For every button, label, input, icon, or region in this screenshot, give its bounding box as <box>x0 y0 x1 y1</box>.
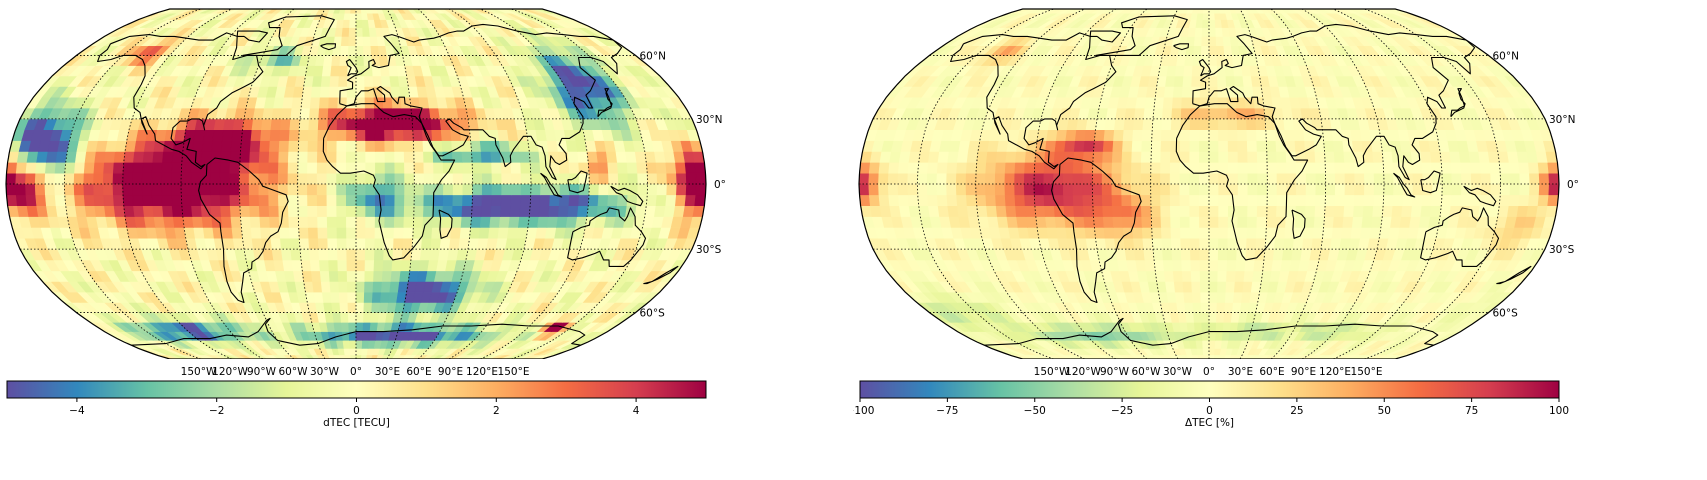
longitude-label: 120°E <box>466 366 498 378</box>
colorbar-gradient <box>860 381 1559 398</box>
latitude-label: 30°S <box>1549 244 1575 256</box>
latitude-label: 60°N <box>1493 50 1519 62</box>
longitude-label: 60°W <box>1132 366 1162 378</box>
colorbar-tick-label: 100 <box>1549 405 1569 417</box>
longitude-label: 60°W <box>279 366 309 378</box>
colorbar-tick-label: 0 <box>353 405 360 417</box>
colorbar-gradient <box>7 381 706 398</box>
latitude-label: 0° <box>714 179 726 191</box>
longitude-label: 90°W <box>1100 366 1130 378</box>
longitude-label: 30°W <box>1163 366 1193 378</box>
longitude-label: 120°W <box>1065 366 1101 378</box>
colorbar-tick-label: 50 <box>1378 405 1391 417</box>
latitude-label: 60°N <box>640 50 666 62</box>
longitude-label: 90°E <box>438 366 463 378</box>
longitude-label: 120°E <box>1319 366 1351 378</box>
latitude-label: 0° <box>1567 179 1579 191</box>
colorbar-tick-label: 75 <box>1465 405 1478 417</box>
longitude-label: 150°E <box>1351 366 1383 378</box>
colorbar-tick-label: −75 <box>936 405 958 417</box>
latitude-label: 60°S <box>640 308 666 320</box>
colorbar-tick-label: 2 <box>493 405 500 417</box>
colorbar-tick-label: −50 <box>1024 405 1046 417</box>
colorbar-label: dTEC [TECU] <box>323 417 390 429</box>
longitude-label: 30°E <box>1228 366 1253 378</box>
map-area <box>859 9 1559 359</box>
colorbar-tick-label: −25 <box>1111 405 1133 417</box>
longitude-label: 90°W <box>247 366 277 378</box>
colorbar-tick-label: −2 <box>209 405 224 417</box>
longitude-label: 30°E <box>375 366 400 378</box>
colorbar-tick-label: −4 <box>69 405 85 417</box>
longitude-label: 0° <box>350 366 362 378</box>
longitude-label: 90°E <box>1291 366 1316 378</box>
colorbar-tick-label: 25 <box>1290 405 1303 417</box>
colorbar: −100 −75 −50 −25 0 25 50 75 100 ΔTEC [%] <box>853 381 1569 429</box>
longitude-label: 30°W <box>310 366 340 378</box>
longitude-label: 150°E <box>498 366 530 378</box>
longitude-label: 120°W <box>212 366 248 378</box>
colorbar-label: ΔTEC [%] <box>1185 417 1234 429</box>
longitude-label: 0° <box>1203 366 1215 378</box>
longitude-label: 60°E <box>406 366 431 378</box>
latitude-label: 60°S <box>1493 308 1519 320</box>
colorbar-tick-label: 4 <box>633 405 640 417</box>
colorbar: −4 −2 0 2 4 dTEC [TECU] <box>7 381 706 429</box>
longitude-label: 60°E <box>1259 366 1284 378</box>
colorbar-tick-label: 0 <box>1206 405 1213 417</box>
latitude-label: 30°S <box>696 244 722 256</box>
map-area <box>6 9 706 359</box>
latitude-label: 30°N <box>1549 114 1575 126</box>
colorbar-tick-label: −100 <box>853 405 874 417</box>
latitude-label: 30°N <box>696 114 722 126</box>
